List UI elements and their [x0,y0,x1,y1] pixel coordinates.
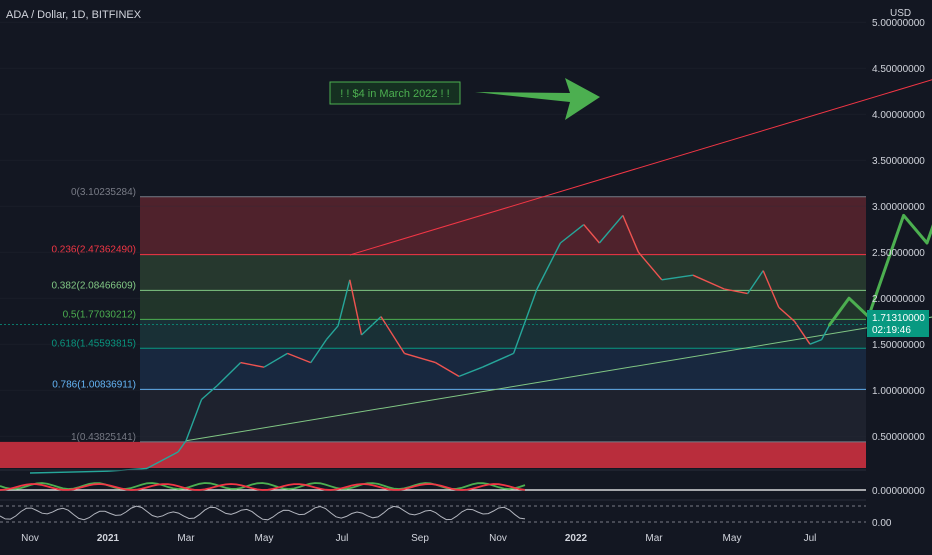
annotation-box[interactable]: ! ! $4 in March 2022 ! ! [330,82,460,104]
indicator-panels: 0.00000000 0.00 [0,470,925,529]
fib-label-4: 0.618(1.45593815) [51,338,136,349]
chart-title: ADA / Dollar, 1D, BITFINEX [6,9,142,21]
y-tick-1: 1.00000000 [872,386,925,397]
fib-label-3: 0.5(1.77030212) [63,309,136,320]
indicator-lower-baseline: 0.00 [872,518,892,529]
fib-zone-1 [140,255,866,291]
x-axis: Nov 2021 Mar May Jul Sep Nov 2022 Mar May Jul [21,533,816,544]
fib-zone-4 [140,348,866,389]
x-tick-9: May [723,533,742,544]
x-tick-5: Sep [411,533,429,544]
x-tick-10: Jul [804,533,817,544]
fib-label-5: 0.786(1.00836911) [52,379,136,390]
last-price-text: 1.71310000 [872,313,925,324]
y-tick-3: 2.00000000 [872,294,925,305]
fib-label-2: 0.382(2.08466609) [51,280,136,291]
x-tick-8: Mar [645,533,663,544]
price-segment-0 [30,471,108,473]
fib-layer: 0(3.10235284) 0.236(2.47362490) 0.382(2.08… [0,187,866,468]
x-tick-0: Nov [21,533,39,544]
fib-label-1: 0.236(2.47362490) [51,245,136,256]
x-tick-6: Nov [489,533,507,544]
x-tick-7: 2022 [565,533,588,544]
y-tick-2: 1.50000000 [872,340,925,351]
x-tick-3: May [255,533,274,544]
fib-label-0: 0(3.10235284) [71,187,136,198]
countdown-text: 02:19:46 [872,325,911,336]
y-tick-9: 5.00000000 [872,18,925,29]
rsi-layer [0,506,525,520]
rsi-line [0,506,525,520]
fib-zone-2 [140,290,866,319]
indicator-upper-baseline: 0.00000000 [872,486,925,497]
annotation-arrow [475,78,600,120]
y-tick-6: 3.50000000 [872,156,925,167]
fib-extension-zone [0,442,866,468]
fib-label-6: 1(0.43825141) [71,432,136,443]
last-price-tag: 1.71310000 02:19:46 [867,310,929,337]
fib-zone-0 [140,197,866,255]
oscillator-layer [0,483,525,490]
y-tick-0: 0.50000000 [872,432,925,443]
y-tick-4: 2.50000000 [872,248,925,259]
y-tick-7: 4.00000000 [872,110,925,121]
y-tick-5: 3.00000000 [872,202,925,213]
fib-zone-5 [140,389,866,441]
x-tick-2: Mar [177,533,195,544]
y-tick-8: 4.50000000 [872,64,925,75]
x-tick-4: Jul [336,533,349,544]
annotation-text: ! ! $4 in March 2022 ! ! [340,88,449,100]
x-tick-1: 2021 [97,533,120,544]
